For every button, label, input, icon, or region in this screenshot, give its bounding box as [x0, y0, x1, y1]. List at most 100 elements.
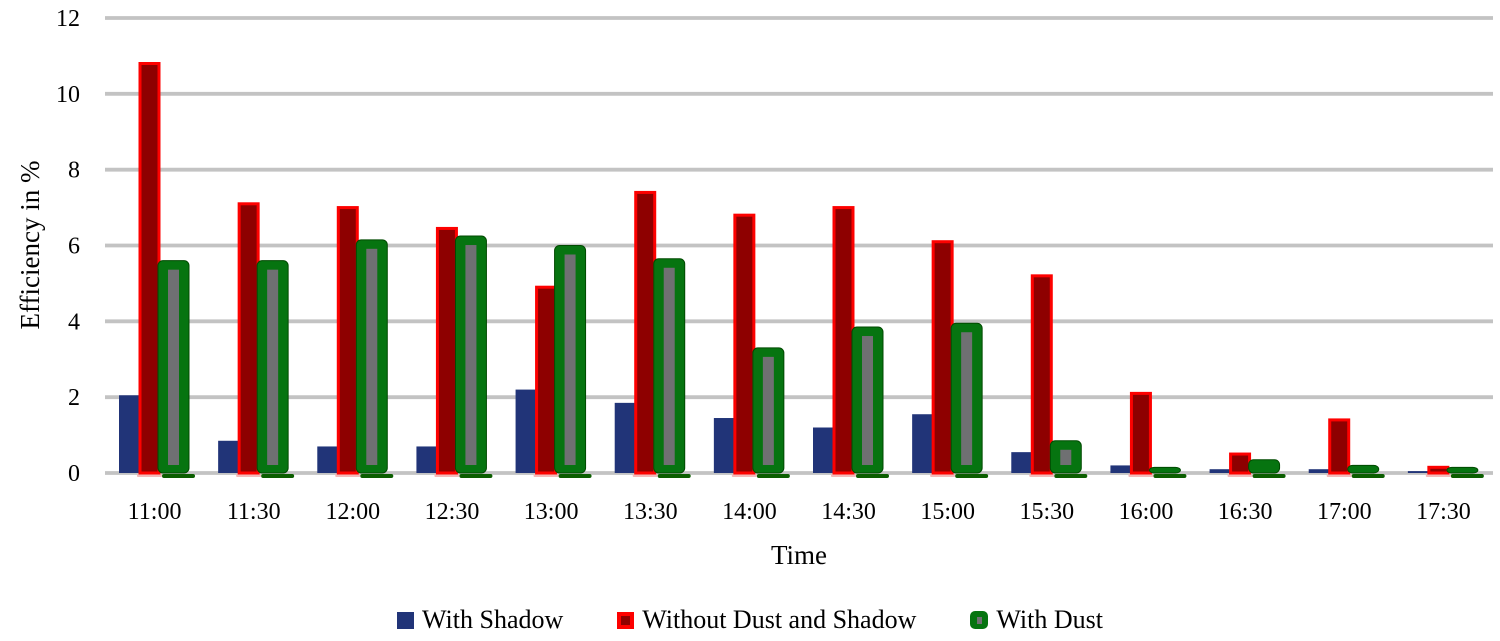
x-tick-label-15:30: 15:30 [1020, 499, 1075, 525]
bar-shadow-with-dust-17:30 [1450, 474, 1484, 478]
bar-shadow-with-dust-17:00 [1351, 474, 1385, 478]
x-tick-label-13:00: 13:00 [524, 499, 579, 525]
bar-with-dust-core-12:30 [465, 245, 477, 465]
bar-shadow-without-dust-and-shadow-11:00 [137, 474, 162, 477]
x-tick-label-17:00: 17:00 [1317, 499, 1372, 525]
y-axis-title: Efficiency in % [15, 160, 45, 330]
bar-shadow-without-dust-and-shadow-15:00 [930, 474, 956, 477]
x-tick-label-15:00: 15:00 [920, 499, 975, 525]
x-tick-label-14:00: 14:00 [722, 499, 777, 525]
bar-with-shadow-12:00 [317, 446, 339, 473]
bar-shadow-without-dust-and-shadow-13:30 [632, 474, 658, 477]
bar-with-shadow-15:00 [912, 414, 934, 473]
bar-with-shadow-16:30 [1209, 469, 1231, 473]
bar-shadow-with-dust-15:30 [1054, 474, 1088, 478]
bar-without-dust-and-shadow-16:00 [1129, 391, 1152, 475]
bar-shadow-without-dust-and-shadow-11:30 [236, 474, 262, 477]
bar-shadow-with-dust-11:00 [162, 474, 195, 478]
bar-with-dust-core-14:00 [762, 356, 774, 465]
bar-with-dust-core-15:00 [961, 332, 973, 465]
x-tick-label-16:30: 16:30 [1218, 499, 1273, 525]
legend-swatch-blue-icon [397, 611, 415, 629]
bar-with-dust-core-15:30 [1060, 449, 1072, 465]
y-axis-ticks: 0 2 4 6 8 10 12 [56, 6, 80, 487]
y-tick-label-10: 10 [56, 82, 80, 108]
bar-shadow-without-dust-and-shadow-13:00 [533, 474, 559, 477]
x-tick-label-13:30: 13:30 [623, 499, 678, 525]
bar-with-shadow-14:00 [713, 418, 735, 473]
legend-label: With Dust [996, 605, 1103, 634]
bar-with-shadow-11:30 [218, 440, 240, 473]
gridlines [105, 16, 1493, 475]
bar-without-dust-and-shadow-15:00 [931, 240, 954, 475]
legend-swatch-inner-dot [976, 616, 982, 624]
bar-with-shadow-12:30 [416, 446, 438, 473]
x-tick-label-14:30: 14:30 [821, 499, 876, 525]
bar-with-dust-core-13:30 [663, 267, 675, 465]
bar-shadow-without-dust-and-shadow-12:00 [335, 474, 361, 477]
bar-shadow-with-dust-15:00 [955, 474, 989, 478]
y-tick-label-6: 6 [68, 234, 80, 260]
x-axis-ticks: 11:00 11:30 12:00 12:30 13:00 13:30 14:00 14:30… [128, 499, 1471, 525]
bar-with-shadow-14:30 [813, 427, 834, 473]
bar-with-shadow-17:00 [1308, 469, 1330, 473]
bar-shadow-without-dust-and-shadow-17:30 [1425, 474, 1451, 477]
y-tick-label-8: 8 [68, 158, 80, 184]
legend-label: Without Dust and Shadow [642, 605, 917, 634]
bar-with-shadow-13:00 [515, 389, 537, 473]
bar-without-dust-and-shadow-12:00 [336, 206, 359, 475]
y-tick-label-2: 2 [68, 385, 80, 411]
x-tick-label-17:30: 17:30 [1416, 499, 1471, 525]
bar-with-dust-core-13:00 [564, 254, 576, 465]
bar-shadow-with-dust-13:00 [558, 474, 592, 478]
legend: With Shadow Without Dust and Shadow With… [0, 605, 1500, 635]
bar-shadow-with-dust-12:00 [360, 474, 394, 478]
bar-shadow-with-dust-14:30 [856, 474, 889, 478]
x-tick-label-11:00: 11:00 [128, 499, 182, 525]
bar-with-dust-17:00 [1347, 464, 1380, 474]
y-tick-label-4: 4 [68, 309, 80, 335]
bar-shadow-with-dust-12:30 [459, 474, 493, 478]
x-tick-label-16:00: 16:00 [1119, 499, 1174, 525]
bars [119, 62, 1484, 478]
bar-without-dust-and-shadow-17:00 [1328, 418, 1351, 475]
bar-without-dust-and-shadow-11:00 [138, 62, 161, 475]
bar-with-shadow-16:00 [1110, 465, 1132, 473]
bar-shadow-without-dust-and-shadow-15:30 [1029, 474, 1055, 477]
bar-without-dust-and-shadow-12:30 [435, 226, 458, 475]
bar-shadow-without-dust-and-shadow-16:30 [1227, 474, 1253, 477]
bar-with-dust-core-12:00 [366, 248, 378, 465]
x-tick-label-11:30: 11:30 [227, 499, 281, 525]
legend-item-with-dust: With Dust [970, 605, 1103, 635]
bar-with-shadow-15:30 [1011, 452, 1033, 473]
bar-with-dust-16:00 [1148, 466, 1181, 474]
bar-without-dust-and-shadow-13:00 [535, 285, 558, 475]
bar-shadow-with-dust-14:00 [756, 474, 790, 478]
bar-shadow-without-dust-and-shadow-12:30 [434, 474, 460, 477]
bar-without-dust-and-shadow-16:30 [1229, 452, 1252, 475]
bar-with-dust-core-11:00 [168, 269, 179, 465]
bar-without-dust-and-shadow-14:30 [832, 206, 855, 475]
bar-with-shadow-13:30 [614, 402, 636, 473]
legend-swatch-green-icon [970, 611, 989, 629]
x-tick-label-12:00: 12:00 [326, 499, 381, 525]
bar-with-dust-16:30 [1248, 459, 1281, 474]
bar-without-dust-and-shadow-13:30 [634, 190, 657, 475]
x-tick-label-12:30: 12:30 [425, 499, 480, 525]
bar-without-dust-and-shadow-15:30 [1030, 274, 1053, 475]
bar-with-dust-core-14:30 [862, 336, 873, 465]
y-tick-label-0: 0 [68, 461, 80, 487]
bar-shadow-with-dust-16:00 [1153, 474, 1187, 478]
bar-shadow-without-dust-and-shadow-14:00 [731, 474, 757, 477]
bar-shadow-with-dust-11:30 [261, 474, 295, 478]
bar-shadow-with-dust-13:30 [657, 474, 691, 478]
y-tick-label-12: 12 [56, 6, 80, 32]
legend-item-with-shadow: With Shadow [397, 605, 563, 635]
bar-with-shadow-17:30 [1407, 471, 1429, 473]
bar-shadow-without-dust-and-shadow-16:00 [1128, 474, 1154, 477]
x-axis-title: Time [770, 540, 828, 570]
bar-shadow-without-dust-and-shadow-14:30 [831, 474, 856, 477]
bar-without-dust-and-shadow-17:30 [1427, 465, 1450, 475]
